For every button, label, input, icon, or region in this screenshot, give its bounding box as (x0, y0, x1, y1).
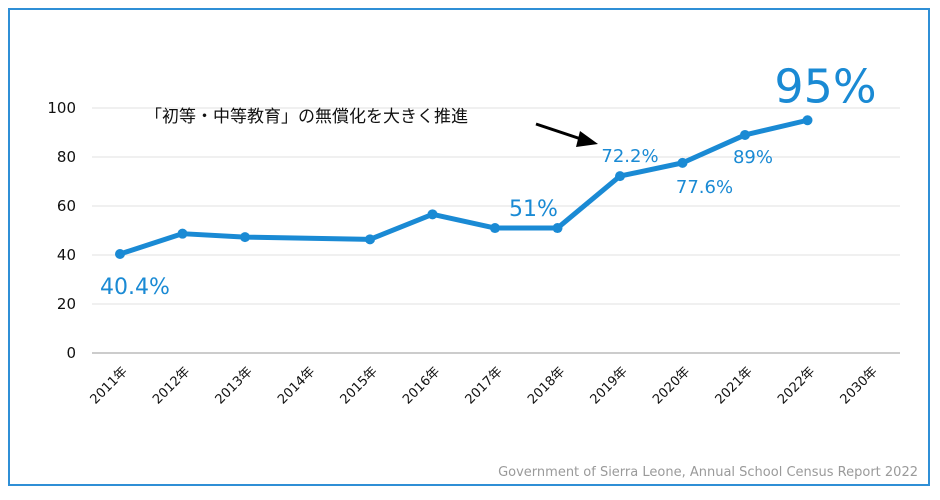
data-label: 72.2% (601, 146, 658, 167)
y-tick-label: 20 (57, 295, 76, 313)
x-tick-label: 2011年 (88, 364, 131, 407)
data-point (365, 234, 375, 245)
x-tick-label: 2013年 (213, 364, 256, 407)
x-tick-label: 2021年 (713, 364, 756, 407)
chart-frame (8, 8, 930, 486)
x-tick-label: 2014年 (275, 364, 318, 407)
data-point (740, 129, 750, 140)
y-tick-label: 80 (57, 148, 76, 166)
x-axis: 2011年 2012年 2013年 2014年 2015年 2016年 2017年 2018年… (88, 364, 881, 407)
annotation-arrow-line (535, 122, 585, 142)
x-tick-label: 2012年 (150, 364, 193, 407)
y-axis: 0 20 40 60 80 100 (47, 99, 76, 362)
data-label: 89% (733, 147, 773, 168)
x-tick-label: 2017年 (463, 364, 506, 407)
x-tick-label: 2022年 (775, 364, 818, 407)
series-group (115, 115, 813, 260)
data-point (615, 171, 625, 182)
y-tick-label: 60 (57, 197, 76, 215)
data-point (115, 249, 125, 260)
y-tick-label: 40 (57, 246, 76, 264)
x-tick-label: 2019年 (588, 364, 631, 407)
data-label: 77.6% (676, 177, 733, 198)
y-tick-label: 100 (47, 99, 76, 117)
gridlines (92, 107, 900, 354)
data-point (802, 115, 813, 126)
data-labels: 40.4% 51% 72.2% 77.6%89% 95% (100, 59, 877, 300)
data-label: 51% (509, 197, 558, 222)
x-tick-label: 2020年 (650, 364, 693, 407)
data-point (240, 232, 250, 243)
annotation-text: 「初等・中等教育」の無償化を大きく推進 (145, 107, 468, 127)
annotation-arrow-head (576, 131, 598, 147)
data-point (552, 223, 563, 234)
x-tick-label: 2015年 (338, 364, 381, 407)
data-label: 95% (774, 59, 876, 113)
data-point (427, 209, 438, 220)
data-label: 40.4% (100, 275, 170, 300)
data-point (677, 157, 688, 168)
y-tick-label: 0 (66, 344, 76, 362)
x-tick-label: 2030年 (838, 364, 881, 407)
source-caption: Government of Sierra Leone, Annual Schoo… (498, 465, 918, 480)
x-tick-label: 2016年 (400, 364, 443, 407)
annotation-group: 「初等・中等教育」の無償化を大きく推進 (145, 107, 598, 147)
data-point (177, 228, 188, 239)
data-point (490, 223, 500, 234)
x-tick-label: 2018年 (525, 364, 568, 407)
